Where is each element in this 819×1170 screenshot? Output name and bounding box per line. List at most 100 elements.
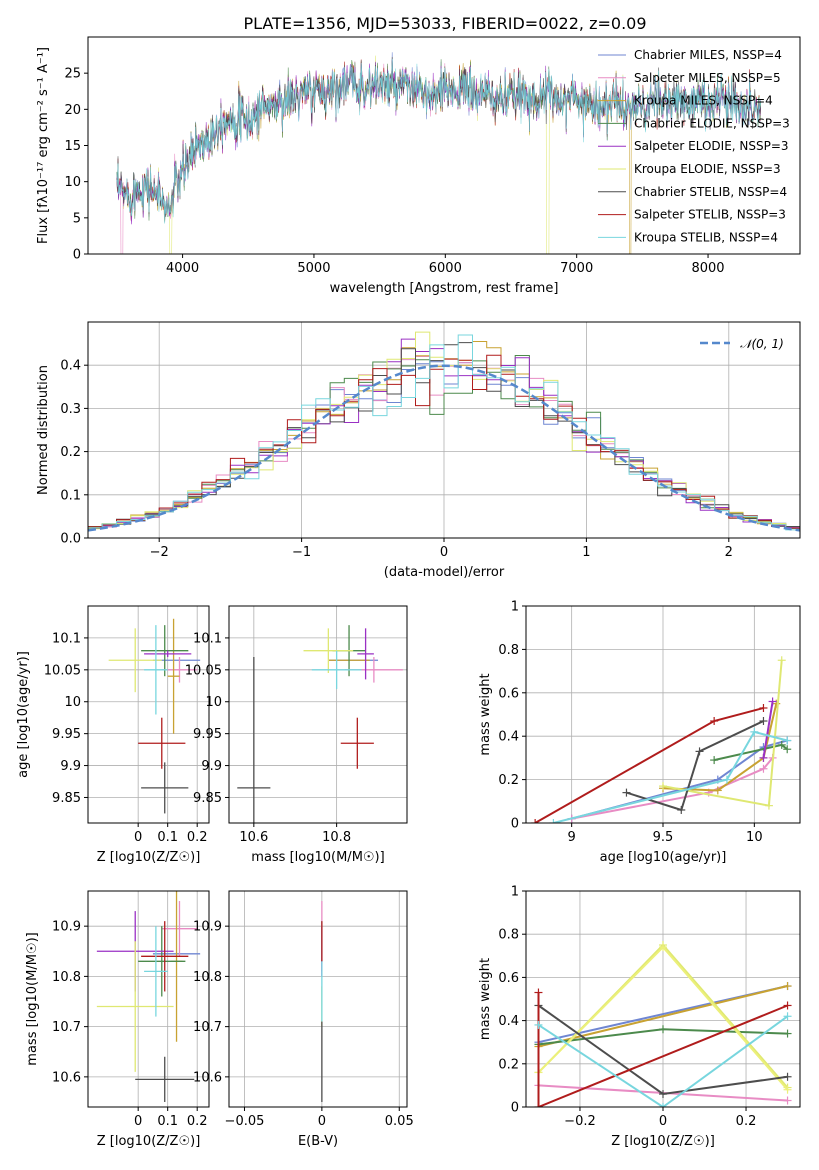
weight-marker [783, 1012, 792, 1021]
plot-area [116, 52, 761, 254]
weight-marker [677, 805, 686, 814]
errorbar-point [340, 717, 374, 769]
weight-marker [783, 1072, 792, 1081]
weight-line-salpeter-stelib [537, 992, 788, 1107]
y-tick-label: 0 [511, 1101, 519, 1116]
panel-age-vs-mass: 10.6 10.8 9.85 9.9 9.95 10 10.05 10.1 mass [log1… [185, 605, 408, 865]
y-tick-label: 10.6 [52, 1070, 81, 1085]
y-axis-label: mass weight [478, 673, 493, 755]
x-axis-label: (data-model)/error [384, 565, 505, 580]
x-tick-label: 9 [568, 830, 576, 845]
weight-marker [713, 786, 722, 795]
axes-frame [87, 605, 210, 824]
y-tick-label: 9.85 [52, 791, 81, 806]
weight-line-chabrier-stelib [626, 720, 764, 812]
y-tick-label: 10 [64, 695, 81, 710]
x-axis-label: E(B-V) [298, 1134, 338, 1149]
y-tick-label: 9.9 [201, 759, 222, 774]
weight-marker [783, 736, 792, 745]
x-axis-label: Z [log10(Z/Z☉)] [611, 1134, 715, 1149]
y-tick-label: 0.2 [60, 445, 81, 460]
weight-marker [659, 1025, 667, 1034]
y-tick-label: 0.4 [60, 359, 81, 374]
errorbar-point [96, 941, 174, 1072]
y-tick-label: 10 [64, 175, 81, 190]
legend-entry: Kroupa ELODIE, NSSP=3 [634, 162, 781, 176]
axes-frame [228, 890, 408, 1108]
y-tick-label: 9.9 [60, 759, 81, 774]
page-title: PLATE=1356, MJD=53033, FIBERID=0022, z=0… [243, 14, 646, 33]
y-axis-label: mass weight [478, 958, 493, 1040]
weight-marker [531, 819, 540, 823]
y-tick-label: 0.0 [60, 532, 81, 547]
y-tick-label: 10.1 [193, 631, 222, 646]
y-tick-label: 0.4 [498, 730, 519, 745]
y-tick-label: 0.8 [498, 643, 519, 658]
panel-weight-vs-z: −0.2 0 0.2 0 0.2 0.4 0.6 0.8 1 Z [log10(Z/Z☉)] mas… [478, 885, 801, 1149]
errorbar-point [141, 625, 189, 677]
weight-marker [659, 943, 667, 952]
errorbar-point [138, 926, 186, 997]
panel-spectrum: 4000 5000 6000 7000 8000 0 5 10 15 20 25 wavelength… [36, 36, 801, 296]
x-tick-label: 0 [134, 830, 142, 845]
normal-curve [88, 364, 800, 532]
weight-line-kroupa-miles [538, 985, 788, 1048]
weight-marker [783, 1001, 792, 1010]
x-tick-label: −2 [150, 545, 169, 560]
x-tick-label: 6000 [429, 261, 462, 276]
y-tick-label: 0.2 [498, 1057, 519, 1072]
x-tick-label: 8000 [691, 261, 724, 276]
x-tick-label: 0.05 [385, 1114, 414, 1129]
y-tick-label: 0 [73, 248, 81, 263]
x-tick-label: −0.05 [225, 1114, 265, 1129]
y-tick-label: 1 [511, 600, 519, 615]
weight-marker [768, 697, 777, 706]
y-tick-label: 10.8 [52, 970, 81, 985]
errorbar-point [138, 717, 186, 769]
legend: 𝒩(0, 1) [700, 337, 784, 351]
x-tick-label: 1 [582, 545, 590, 560]
y-axis-label: Flux [fλ10⁻¹⁷ erg cm⁻² s⁻¹ A⁻¹] [36, 47, 51, 244]
legend-entry: Salpeter MILES, NSSP=5 [634, 71, 781, 85]
plot-area [96, 891, 201, 1102]
plot-area [531, 656, 792, 823]
y-tick-label: 0.6 [498, 971, 519, 986]
axes-frame [87, 890, 210, 1108]
y-tick-label: 9.95 [52, 727, 81, 742]
y-tick-label: 10.6 [193, 1070, 222, 1085]
errorbar-point [161, 901, 198, 957]
errorbar-point [237, 657, 271, 823]
y-tick-label: 0 [511, 817, 519, 832]
weight-marker [759, 717, 768, 726]
weight-marker [695, 747, 704, 756]
weight-marker [534, 1103, 543, 1107]
y-tick-label: 0.8 [498, 928, 519, 943]
weight-marker [622, 788, 631, 797]
y-tick-label: 1 [511, 885, 519, 900]
errorbar-point [167, 618, 180, 734]
weight-marker [759, 764, 768, 773]
x-tick-label: 0 [318, 1114, 326, 1129]
legend-entry: Chabrier MILES, NSSP=4 [634, 48, 782, 62]
x-tick-label: 0.2 [187, 830, 208, 845]
legend-entry: 𝒩(0, 1) [740, 337, 784, 351]
errorbar-point [357, 628, 374, 680]
weight-marker [783, 1096, 792, 1105]
legend: Chabrier MILES, NSSP=4 Salpeter MILES, NS… [598, 48, 790, 244]
errorbar-point [141, 921, 189, 992]
plot-area [237, 625, 403, 823]
x-axis-label: wavelength [Angstrom, rest frame] [330, 281, 559, 296]
x-axis-label: age [log10(age/yr)] [600, 850, 727, 865]
y-tick-label: 10 [205, 695, 222, 710]
weight-line-kroupa-stelib [553, 730, 788, 823]
weight-line-salpeter-elodie [762, 701, 774, 759]
y-tick-label: 0.4 [498, 1014, 519, 1029]
x-tick-label: 9.5 [653, 830, 674, 845]
y-axis-label: age [log10(age/yr)] [16, 651, 31, 778]
errorbar-point [311, 650, 362, 689]
x-tick-label: 0.2 [187, 1114, 208, 1129]
y-tick-label: 10.7 [193, 1020, 222, 1035]
y-tick-label: 10.7 [52, 1020, 81, 1035]
weight-marker [710, 717, 719, 726]
